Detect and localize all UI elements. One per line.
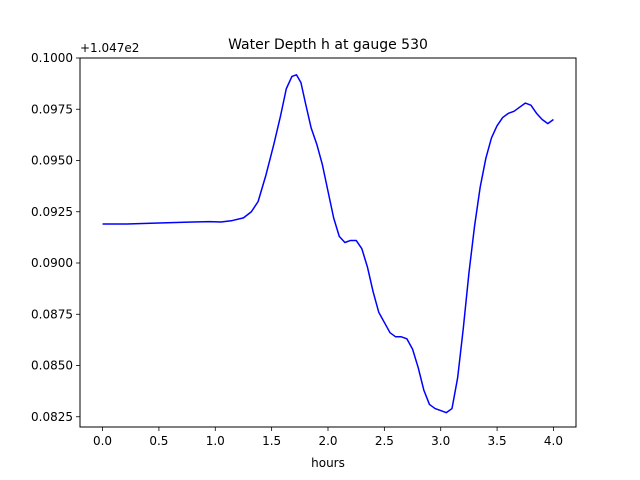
y-offset-label: +1.047e2 <box>80 41 139 55</box>
chart-title: Water Depth h at gauge 530 <box>228 37 428 53</box>
y-tick-label: 0.1000 <box>31 51 73 65</box>
x-tick-label: 0.5 <box>149 434 168 448</box>
y-tick-label: 0.0825 <box>31 410 73 424</box>
x-tick-label: 3.0 <box>431 434 450 448</box>
y-tick-label: 0.0875 <box>31 307 73 321</box>
y-tick-label: 0.0900 <box>31 256 73 270</box>
y-tick-label: 0.0850 <box>31 359 73 373</box>
x-axis: 0.0 0.5 1.0 1.5 2.0 2.5 3.0 3.5 4.0 <box>93 427 563 448</box>
x-tick-label: 1.5 <box>262 434 281 448</box>
x-tick-label: 2.5 <box>375 434 394 448</box>
x-tick-label: 2.0 <box>318 434 337 448</box>
x-tick-label: 0.0 <box>93 434 112 448</box>
x-tick-label: 1.0 <box>206 434 225 448</box>
plot-area <box>102 74 554 414</box>
x-tick-label: 3.5 <box>488 434 507 448</box>
y-tick-label: 0.0975 <box>31 102 73 116</box>
x-axis-label: hours <box>311 456 345 470</box>
y-axis: 0.0825 0.0850 0.0875 0.0900 0.0925 0.0950 0.09… <box>31 51 80 424</box>
y-tick-label: 0.0925 <box>31 205 73 219</box>
x-tick-label: 4.0 <box>544 434 563 448</box>
series-line-0 <box>102 74 554 414</box>
y-tick-label: 0.0950 <box>31 154 73 168</box>
